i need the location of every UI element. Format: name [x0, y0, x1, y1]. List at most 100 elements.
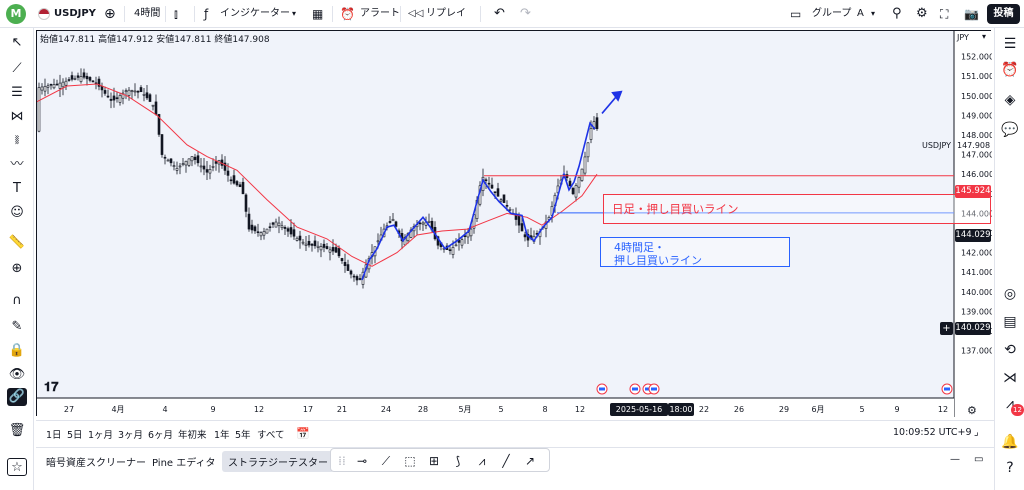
network-icon[interactable]: ⋊ — [1003, 370, 1017, 386]
alerts-clock-icon[interactable]: ⏰ — [1001, 62, 1019, 78]
link-icon[interactable]: 🔗 — [7, 388, 27, 406]
rect-tool-icon[interactable]: ⬚ — [404, 454, 416, 468]
candle-body — [70, 75, 74, 80]
tab-strategy-tester[interactable]: ストラテジーテスター — [222, 451, 334, 472]
scale-toggle-icon[interactable]: ⌟ — [974, 427, 979, 438]
gear-icon[interactable]: ⚙ — [916, 6, 928, 21]
layout-grid-icon[interactable]: ▦ — [312, 7, 324, 21]
redo-icon[interactable]: ↷ — [520, 6, 531, 21]
candle-body — [196, 155, 200, 164]
candle-body — [490, 184, 494, 189]
target-icon[interactable]: ◎ — [1003, 286, 1017, 302]
candle-body — [145, 92, 149, 99]
ruler-icon[interactable]: 📏 — [8, 235, 26, 250]
tf-1d[interactable]: 1日 — [46, 430, 62, 441]
alert-button[interactable]: アラート — [360, 8, 400, 19]
ray-tool-icon[interactable]: ⟋ — [381, 454, 391, 468]
date-range-icon[interactable]: 📅 — [296, 427, 310, 440]
price-tick-label: 148.000 — [961, 131, 992, 140]
tf-5y[interactable]: 5年 — [235, 430, 251, 441]
replay-icon[interactable]: ◁◁ — [408, 8, 424, 19]
h4-support-box[interactable] — [600, 237, 790, 267]
interval-button[interactable]: 4時間 — [134, 8, 161, 19]
eye-icon[interactable]: 👁 — [8, 367, 26, 382]
magnet-icon[interactable]: ∩ — [12, 293, 22, 308]
group-button[interactable]: グループ — [812, 8, 852, 19]
cursor-icon[interactable]: ↖ — [11, 35, 23, 50]
event-flag-icon — [632, 387, 638, 391]
candle-body — [310, 243, 314, 246]
star-icon[interactable]: ☆ — [7, 458, 27, 476]
trend-line-icon[interactable]: ⟋ — [12, 61, 22, 76]
indicators-button[interactable]: インジケーター — [220, 8, 290, 19]
price-tick-label: 151.000 — [961, 72, 992, 81]
clock-readout[interactable]: 10:09:52 UTC+9 — [893, 427, 972, 438]
chat-icon[interactable]: 💬 — [1001, 122, 1019, 138]
price-chart[interactable]: 152.000 151.000 150.000 149.000 148.000 147.0… — [37, 31, 992, 417]
settings-gear-icon[interactable]: ⚙ — [967, 404, 977, 417]
watchlist-icon[interactable]: ☰ — [1003, 36, 1017, 52]
publish-button[interactable]: 投稿 — [987, 4, 1020, 24]
chevron-down-icon[interactable]: ▾ — [292, 9, 297, 18]
candle-body — [292, 229, 296, 237]
layers-icon[interactable]: ◈ — [1004, 92, 1016, 108]
notifications-icon[interactable]: 🔔 — [1001, 434, 1019, 450]
candle-body — [352, 275, 356, 278]
group-letter[interactable]: A — [857, 8, 864, 19]
candle-body — [343, 261, 347, 266]
quick-search-icon[interactable]: ⚲ — [892, 6, 902, 21]
replay-button[interactable]: リプレイ — [426, 8, 466, 19]
projection-icon[interactable]: ⧚ — [14, 133, 20, 148]
chart-pane[interactable]: 152.000 151.000 150.000 149.000 148.000 147.0… — [36, 30, 992, 417]
calendar-icon[interactable]: ▤ — [1003, 314, 1017, 330]
grid-tool-icon[interactable]: ⊞ — [428, 454, 440, 468]
segment-tool-icon[interactable]: ╱ — [502, 454, 510, 468]
daily-support-box[interactable] — [603, 194, 991, 224]
currency-chevron-icon[interactable]: ▾ — [982, 32, 987, 41]
crosshair-plus-icon[interactable]: + — [940, 322, 953, 335]
drag-handle-icon[interactable]: ⁞⁞ — [338, 454, 346, 468]
maximize-icon[interactable]: ▭ — [974, 454, 984, 465]
path-tool-icon[interactable]: ⟆ — [455, 454, 461, 468]
tf-5d[interactable]: 5日 — [67, 430, 83, 441]
undo-icon[interactable]: ↶ — [494, 6, 505, 21]
candle-body — [91, 80, 95, 83]
text-icon[interactable]: T — [13, 181, 21, 196]
avatar[interactable]: M — [6, 4, 26, 24]
compare-add-icon[interactable]: ⊕ — [104, 6, 116, 22]
trash-icon[interactable]: 🗑 — [8, 423, 26, 438]
tab-crypto-screener[interactable]: 暗号資産スクリーナー — [46, 458, 146, 469]
tf-6m[interactable]: 6ヶ月 — [148, 430, 174, 441]
lock-icon[interactable]: 🔒 — [8, 343, 26, 358]
indicators-icon[interactable]: ƒ — [204, 7, 209, 21]
tf-1m[interactable]: 1ヶ月 — [88, 430, 114, 441]
fib-icon[interactable]: ☰ — [11, 85, 23, 100]
tf-all[interactable]: すべて — [257, 430, 285, 441]
tf-3m[interactable]: 3ヶ月 — [118, 430, 144, 441]
candle-type-icon[interactable]: ⫾ — [174, 7, 178, 21]
currency-label[interactable]: JPY — [957, 33, 969, 42]
minimize-icon[interactable]: — — [950, 454, 960, 465]
tf-1y[interactable]: 1年 — [214, 430, 230, 441]
lock-drawing-icon[interactable]: ✎ — [11, 319, 23, 334]
help-icon[interactable]: ? — [1006, 460, 1014, 476]
tf-ytd[interactable]: 年初来 — [178, 430, 207, 441]
tab-pine-editor[interactable]: Pine エディタ — [152, 458, 216, 469]
pulse-icon[interactable]: ⟲ — [1004, 342, 1016, 358]
emoji-icon[interactable]: ☺ — [10, 205, 24, 220]
camera-icon[interactable]: 📷 — [964, 7, 979, 21]
hline-tool-icon[interactable]: ⊸ — [356, 454, 368, 468]
chevron-down-icon[interactable]: ▾ — [871, 9, 876, 18]
arrow-tool-icon[interactable]: ↗ — [524, 454, 536, 468]
chart-line-icon[interactable]: ⩘ — [1006, 396, 1014, 412]
polyline-tool-icon[interactable]: ⩘ — [478, 454, 486, 468]
symbol-search-button[interactable]: USDJPY — [54, 8, 96, 19]
zoom-icon[interactable]: ⊕ — [11, 261, 23, 276]
candle-body — [277, 222, 281, 226]
layout-icon[interactable]: ▭ — [790, 7, 802, 21]
alarm-icon[interactable]: ⏰ — [340, 7, 355, 21]
candle-body — [241, 181, 245, 195]
fullscreen-icon[interactable]: ⛶ — [940, 7, 949, 21]
pattern-icon[interactable]: ⋈ — [10, 109, 24, 124]
brush-icon[interactable]: 〰 — [10, 157, 24, 172]
